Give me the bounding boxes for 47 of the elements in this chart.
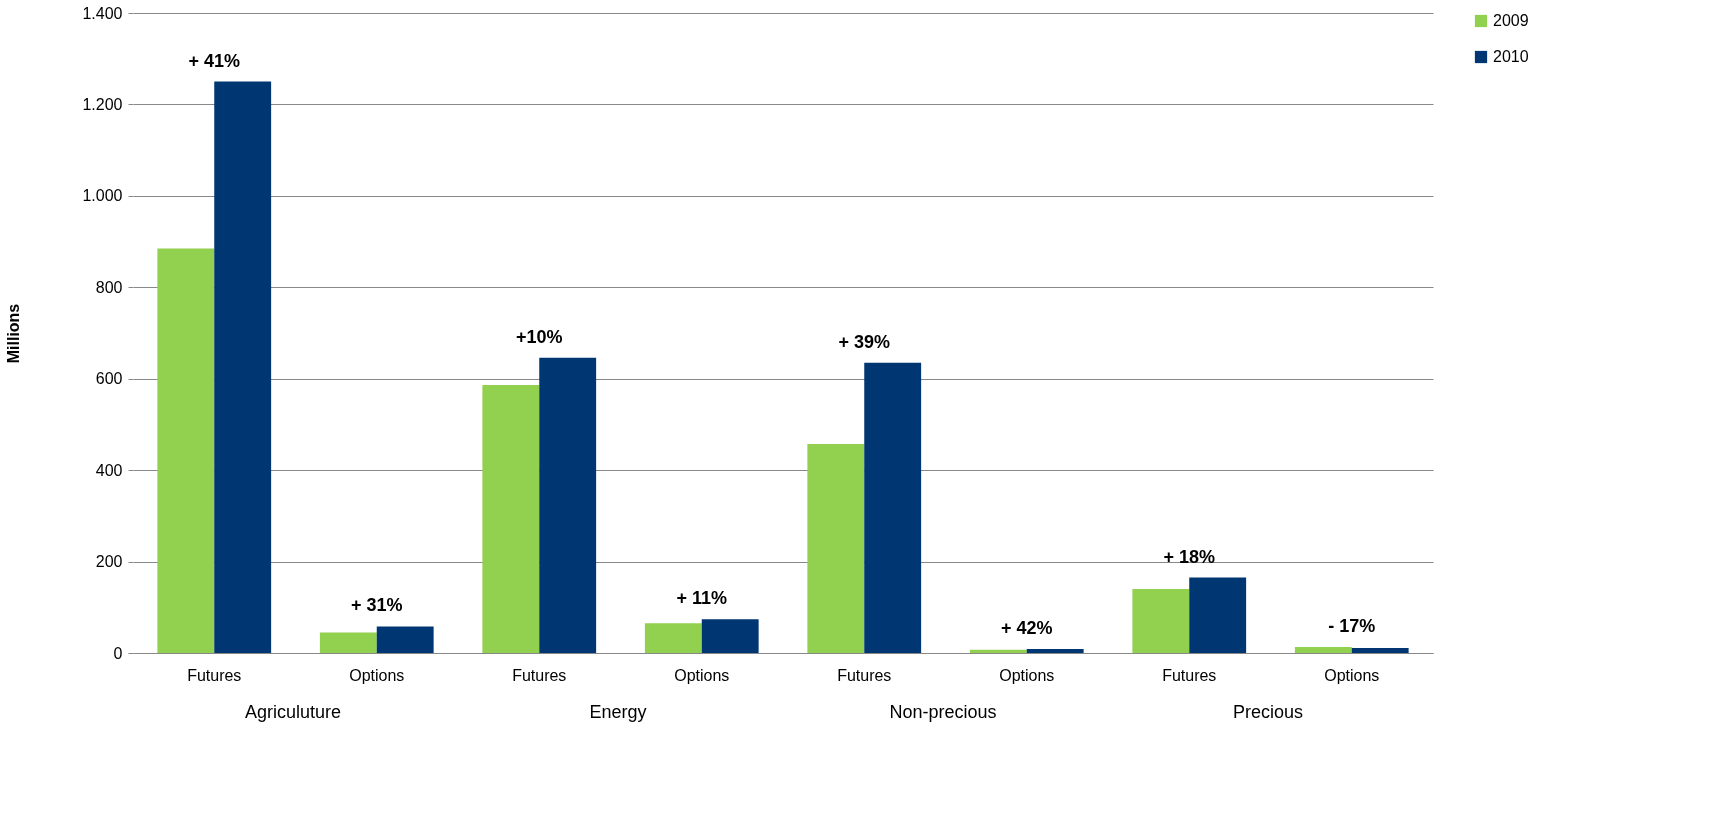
annotation: + 39% [838, 331, 891, 352]
text: Precious [1233, 702, 1304, 722]
bar [864, 362, 922, 653]
bar [319, 632, 377, 653]
legend-label: 2009 [1493, 12, 1529, 29]
bar [644, 623, 702, 653]
x-tick-label: Futures [187, 666, 242, 684]
x-tick-label: Futures [1162, 666, 1217, 684]
bar [376, 626, 434, 653]
bar [701, 619, 759, 653]
bar [482, 385, 540, 653]
x-tick-label: Options [349, 666, 405, 684]
x-tick-label: Options [1324, 666, 1380, 684]
y-tick-label: 400 [95, 461, 123, 479]
x-tick-label: Options [674, 666, 730, 684]
legend-label: 2010 [1493, 48, 1529, 65]
bar [969, 649, 1027, 653]
y-tick-label: 800 [95, 278, 123, 296]
y-tick-label: 1.200 [82, 95, 123, 113]
bar [1189, 577, 1247, 653]
annotation: - 17% [1328, 616, 1376, 637]
annotation: +10% [515, 326, 563, 347]
annotation: + 18% [1163, 546, 1216, 567]
bar [807, 444, 865, 653]
y-tick-label: 200 [95, 553, 123, 571]
x-tick-label: Options [999, 666, 1055, 684]
annotation: + 31% [350, 595, 403, 616]
annotation: + 11% [676, 588, 728, 609]
annotation: + 42% [1000, 617, 1053, 638]
y-tick-label: 1.400 [82, 4, 123, 22]
x-tick-label: Futures [512, 666, 567, 684]
y-tick-label: 600 [95, 370, 123, 388]
text: Non-precious [889, 702, 997, 722]
annotation: + 41% [188, 50, 241, 71]
x-tick-label: Futures [837, 666, 892, 684]
text: Energy [589, 702, 647, 722]
bar [157, 248, 215, 653]
y-axis-title: Millions [5, 303, 23, 364]
y-tick-label: 1.000 [82, 187, 123, 205]
text: Agriculuture [245, 702, 342, 722]
bar [1351, 647, 1409, 653]
bar [1132, 589, 1190, 653]
bar [214, 81, 272, 653]
y-tick-label: 0 [113, 644, 123, 662]
bar [1026, 648, 1084, 653]
bar [539, 357, 597, 653]
bar [1294, 647, 1352, 653]
